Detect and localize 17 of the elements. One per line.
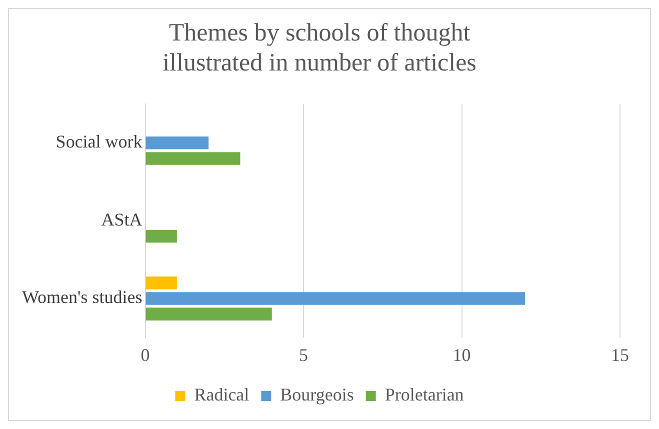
bar [146, 136, 209, 150]
x-tick-label: 10 [452, 344, 471, 365]
y-tick-label: Women's studies [22, 287, 142, 308]
x-tick-label: 0 [140, 344, 150, 365]
bar [146, 308, 272, 320]
y-tick-label: Social work [56, 132, 142, 152]
bar [146, 292, 526, 305]
x-tick-label: 15 [611, 344, 629, 365]
bar [146, 152, 240, 165]
legend-label: Proletarian [384, 384, 464, 405]
y-tick-label: AStA [101, 209, 142, 230]
x-tick-label: 5 [299, 344, 308, 365]
bar [146, 276, 177, 290]
chart-title: Themes by schools of thought illustrated in number of articles [162, 20, 476, 77]
legend-label: Bourgeois [280, 384, 354, 405]
bar [146, 230, 177, 243]
legend-label: Radical [194, 384, 250, 405]
